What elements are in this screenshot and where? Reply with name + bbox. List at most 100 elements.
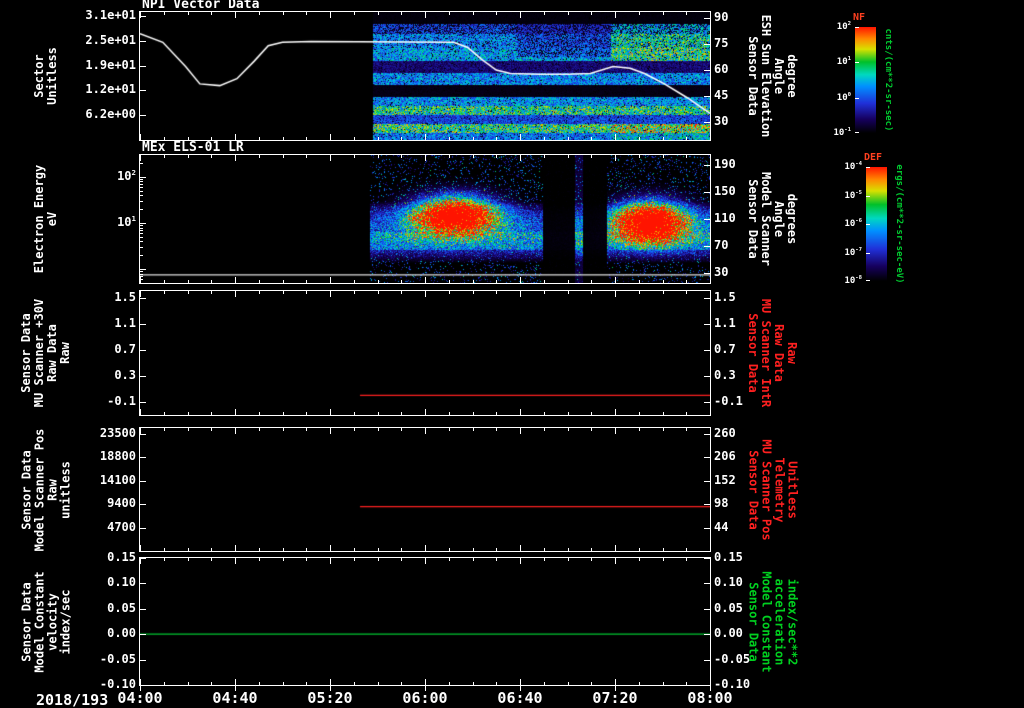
tick-mark [259, 155, 260, 158]
tick-mark [710, 686, 711, 691]
tick-mark [283, 428, 284, 431]
tick-mark [663, 155, 664, 158]
tick-mark [704, 70, 710, 71]
y-tick-label: 1.1 [114, 316, 136, 330]
tick-mark [704, 609, 710, 610]
tick-mark [615, 679, 616, 685]
tick-mark [473, 548, 474, 551]
y-tick-label: 9400 [107, 496, 136, 510]
tick-mark [140, 409, 141, 415]
tick-mark [354, 412, 355, 415]
tick-mark [235, 155, 236, 161]
y-tick-label: 1.5 [714, 290, 736, 304]
colorbar-tick-label: 100 [836, 92, 851, 103]
tick-mark [259, 280, 260, 283]
tick-mark [140, 350, 146, 351]
tick-mark [663, 548, 664, 551]
panel-scanner-pos-canvas [140, 428, 710, 551]
tick-mark [378, 558, 379, 561]
tick-mark [140, 228, 143, 229]
y-tick-label: -0.05 [99, 652, 136, 666]
tick-mark [639, 428, 640, 431]
tick-mark [710, 12, 711, 18]
tick-mark [520, 155, 521, 161]
y-tick-label: 3.1e+01 [85, 8, 136, 22]
tick-mark [283, 137, 284, 140]
tick-mark [496, 548, 497, 551]
tick-mark [378, 155, 379, 158]
tick-mark [354, 12, 355, 15]
tick-mark [473, 291, 474, 294]
tick-mark [140, 434, 146, 435]
tick-mark [164, 155, 165, 158]
tick-mark [568, 558, 569, 561]
y-tick-label: 30 [714, 114, 729, 128]
y-tick-label: 4700 [107, 520, 136, 534]
axis-title-left: Sensor Data MU Scanner +30V Raw Data Raw [19, 298, 72, 408]
tick-mark [663, 137, 664, 140]
panel-npi-vector-frame [139, 11, 711, 141]
tick-mark [140, 179, 143, 180]
tick-mark [140, 66, 146, 67]
panel-mex-els-canvas [140, 155, 710, 283]
tick-mark [140, 247, 143, 248]
x-tick-label: 07:20 [592, 689, 638, 707]
tick-mark [449, 12, 450, 15]
tick-mark [235, 12, 236, 18]
tick-mark [544, 137, 545, 140]
colorbar-tick-label: 10-6 [844, 218, 862, 229]
tick-mark [140, 583, 146, 584]
tick-mark [704, 350, 710, 351]
colorbar-units: cnts/(cm**2-sr-sec) [883, 28, 893, 132]
tick-mark [704, 457, 710, 458]
y-tick-label: 0.05 [107, 601, 136, 615]
tick-mark [520, 291, 521, 297]
tick-mark [378, 12, 379, 15]
colorbar-tick-label: 10-8 [844, 275, 862, 286]
y-tick-label: 206 [714, 449, 736, 463]
tick-mark [591, 155, 592, 158]
tick-mark [283, 548, 284, 551]
axis-title-left: Sensor Data Model Scanner Pos Raw unitle… [19, 428, 72, 551]
tick-mark [259, 428, 260, 431]
tick-mark [259, 137, 260, 140]
y-tick-label: -0.1 [107, 394, 136, 408]
tick-mark [568, 280, 569, 283]
tick-mark [520, 545, 521, 551]
tick-mark [591, 558, 592, 561]
tick-mark [140, 191, 143, 192]
tick-mark [425, 277, 426, 283]
tick-mark [283, 291, 284, 294]
tick-mark [164, 137, 165, 140]
tick-mark [663, 280, 664, 283]
tick-mark [140, 41, 146, 42]
tick-mark [211, 682, 212, 685]
tick-mark [615, 291, 616, 297]
tick-mark [140, 634, 146, 635]
y-tick-label: 0.05 [714, 601, 743, 615]
tick-mark [473, 558, 474, 561]
y-tick-label: 75 [714, 36, 729, 50]
tick-mark [188, 428, 189, 431]
y-tick-label: 0.3 [714, 368, 736, 382]
y-tick-label: 260 [714, 426, 736, 440]
tick-mark [425, 155, 426, 161]
tick-mark [704, 122, 710, 123]
tick-mark [449, 412, 450, 415]
tick-mark [568, 428, 569, 431]
tick-mark [235, 409, 236, 415]
tick-mark [354, 548, 355, 551]
y-tick-label: 6.2e+00 [85, 107, 136, 121]
tick-mark [354, 558, 355, 561]
tick-mark [354, 280, 355, 283]
tick-mark [140, 16, 146, 17]
tick-mark [544, 412, 545, 415]
tick-mark [401, 682, 402, 685]
tick-mark [568, 412, 569, 415]
tick-mark [686, 548, 687, 551]
tick-mark [710, 558, 711, 564]
tick-mark [211, 291, 212, 294]
tick-mark [704, 44, 710, 45]
tick-mark [235, 545, 236, 551]
tick-mark [378, 682, 379, 685]
